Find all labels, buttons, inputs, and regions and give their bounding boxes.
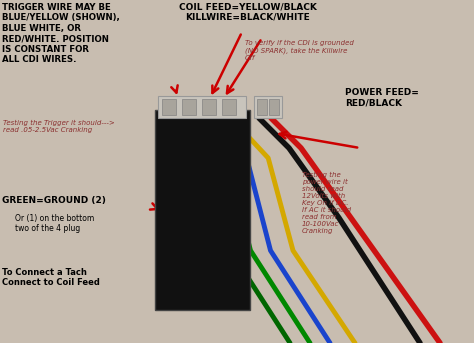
Text: COIL FEED=YELLOW/BLACK
KILLWIRE=BLACK/WHITE: COIL FEED=YELLOW/BLACK KILLWIRE=BLACK/WH… xyxy=(179,2,317,21)
Bar xyxy=(222,99,236,115)
Text: POWER FEED=
RED/BLACK: POWER FEED= RED/BLACK xyxy=(345,88,419,107)
Bar xyxy=(155,110,250,310)
Text: TRIGGER WIRE MAY BE
BLUE/YELLOW (SHOWN),
BLUE WHITE, OR
RED/WHITE. POSITION
IS C: TRIGGER WIRE MAY BE BLUE/YELLOW (SHOWN),… xyxy=(2,3,120,64)
Bar xyxy=(202,99,216,115)
Bar xyxy=(257,99,267,115)
Bar xyxy=(182,99,196,115)
Text: Testing the Trigger it should--->
read .05-2.5Vac Cranking: Testing the Trigger it should---> read .… xyxy=(3,120,115,133)
Text: To verify if the CDI is grounded
(NO SPARK), take the Killwire
Off: To verify if the CDI is grounded (NO SPA… xyxy=(245,40,354,61)
Bar xyxy=(269,99,279,115)
Bar xyxy=(158,96,246,118)
Bar xyxy=(162,99,176,115)
Text: To Connect a Tach
Connect to Coil Feed: To Connect a Tach Connect to Coil Feed xyxy=(2,268,100,287)
Text: GREEN=GROUND (2): GREEN=GROUND (2) xyxy=(2,196,106,205)
Text: Or (1) on the bottom
two of the 4 plug: Or (1) on the bottom two of the 4 plug xyxy=(15,214,94,233)
Text: Testing the
power wire it
should read
12Volts with
Key On if DC.
If AC it should: Testing the power wire it should read 12… xyxy=(302,172,351,234)
Bar xyxy=(254,96,282,118)
